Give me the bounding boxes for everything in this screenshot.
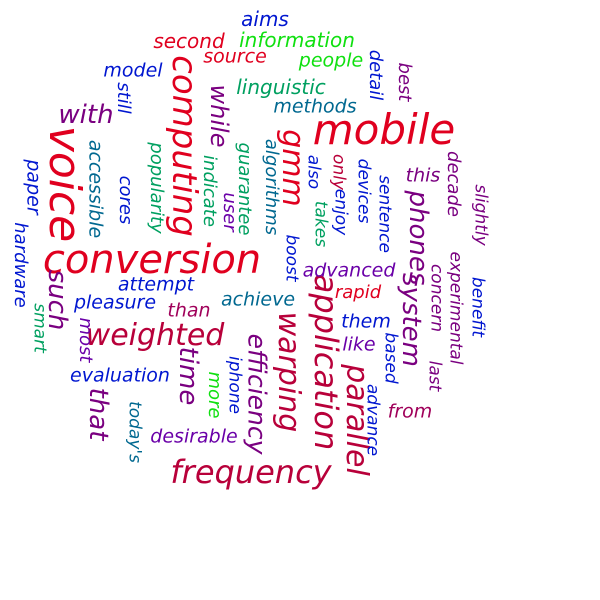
word: them bbox=[341, 310, 391, 333]
word: warping bbox=[271, 311, 306, 433]
word: today's bbox=[124, 401, 145, 463]
word: smart bbox=[29, 303, 50, 353]
word: while bbox=[205, 84, 233, 148]
word: achieve bbox=[220, 288, 296, 311]
word: indicate bbox=[199, 155, 220, 227]
word: conversion bbox=[42, 237, 262, 283]
word: iphone bbox=[224, 356, 245, 414]
word: hardware bbox=[10, 222, 31, 308]
word: boost bbox=[281, 234, 302, 282]
word: cores bbox=[115, 175, 136, 225]
word: methods bbox=[273, 95, 357, 118]
word: from bbox=[387, 400, 433, 423]
word: takes bbox=[310, 200, 331, 248]
word: attempt bbox=[117, 273, 195, 296]
word: enjoy bbox=[330, 188, 351, 236]
word: experimental bbox=[445, 251, 466, 365]
word: advanced bbox=[302, 259, 396, 282]
word: system bbox=[396, 273, 426, 367]
word: voice bbox=[39, 125, 90, 243]
word: mobile bbox=[312, 105, 456, 154]
word: source bbox=[203, 45, 267, 68]
word: evaluation bbox=[70, 364, 170, 387]
word: devices bbox=[353, 158, 374, 224]
word: best bbox=[394, 62, 415, 102]
word: detail bbox=[365, 49, 386, 101]
word: last bbox=[424, 360, 445, 392]
word: more bbox=[204, 371, 225, 419]
word: benefit bbox=[467, 276, 488, 338]
word: efficiency bbox=[242, 333, 272, 455]
word: popularity bbox=[146, 142, 167, 234]
word: sentence bbox=[374, 175, 395, 253]
word: desirable bbox=[150, 425, 238, 448]
word: advance bbox=[362, 383, 383, 457]
word: second bbox=[153, 29, 225, 53]
word: with bbox=[58, 100, 114, 130]
word: computing bbox=[164, 55, 204, 237]
word: still bbox=[113, 82, 134, 114]
word: time bbox=[173, 346, 203, 406]
word: guarantee bbox=[234, 142, 255, 236]
word: pleasure bbox=[73, 291, 157, 314]
word: slightly bbox=[470, 184, 491, 246]
word: also bbox=[303, 154, 324, 190]
word: most bbox=[75, 317, 96, 363]
word: frequency bbox=[170, 453, 332, 491]
word: this bbox=[405, 164, 441, 187]
word: only bbox=[328, 154, 349, 190]
word: like bbox=[342, 333, 376, 356]
word: rapid bbox=[334, 282, 382, 303]
word: concern bbox=[426, 263, 447, 333]
word: based bbox=[380, 332, 401, 384]
word: linguistic bbox=[236, 75, 326, 99]
word: algorithms bbox=[261, 138, 282, 236]
word: decade bbox=[443, 151, 464, 217]
word: accessible bbox=[84, 139, 107, 239]
word: model bbox=[103, 59, 163, 82]
word: weighted bbox=[85, 318, 225, 353]
word: than bbox=[167, 299, 211, 322]
word: that bbox=[83, 387, 113, 441]
word: aims bbox=[241, 7, 289, 31]
word: people bbox=[298, 49, 364, 72]
word: paper bbox=[22, 159, 45, 215]
word: information bbox=[239, 28, 355, 52]
